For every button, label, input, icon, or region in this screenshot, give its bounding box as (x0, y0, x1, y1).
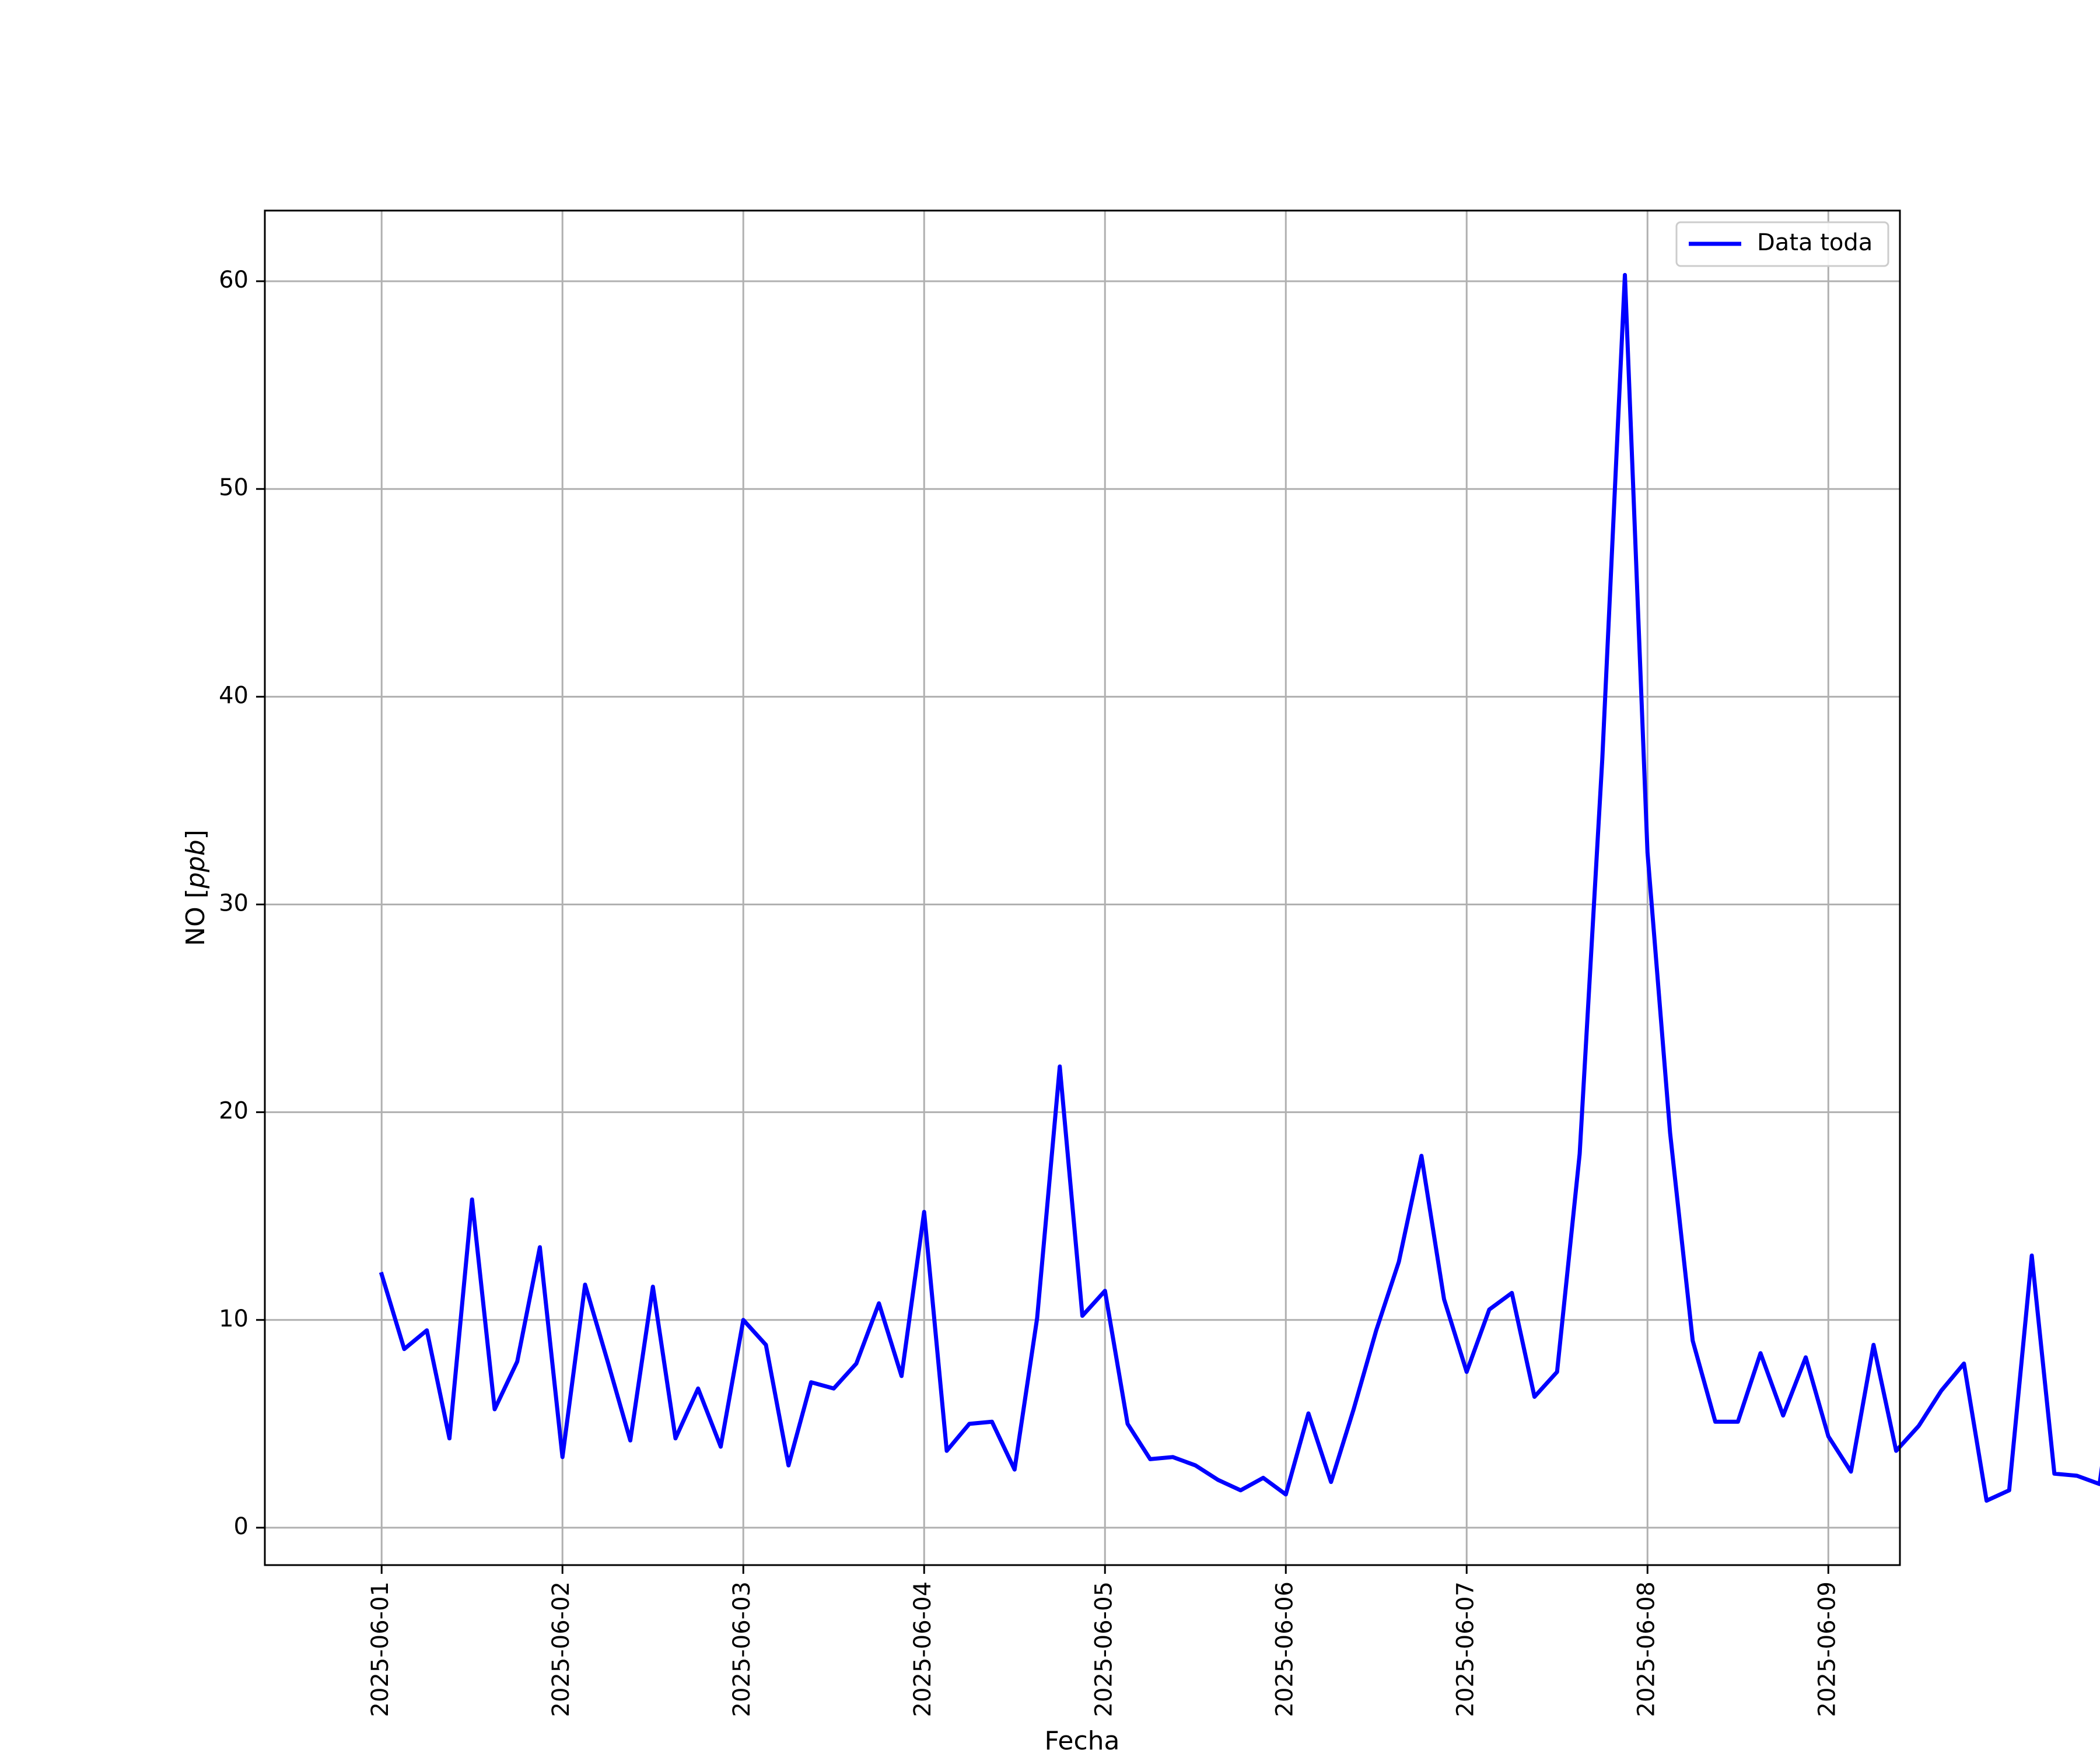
x-tick-label: 2025-06-02 (548, 1581, 575, 1717)
x-tick-label: 2025-06-05 (1090, 1581, 1117, 1717)
y-axis-label-close: ] (181, 830, 211, 839)
y-tick-label: 10 (219, 1306, 249, 1332)
y-axis-ticks: 0 10 20 30 40 50 60 (219, 267, 265, 1540)
x-axis-label: Fecha (1044, 1726, 1119, 1750)
y-tick-label: 50 (219, 474, 249, 501)
x-tick-label: 2025-06-07 (1452, 1581, 1479, 1717)
x-tick-label: 2025-06-06 (1271, 1581, 1298, 1717)
grid-lines (265, 211, 1900, 1565)
y-axis-label-unit: ppb (181, 839, 211, 889)
y-tick-label: 30 (219, 890, 249, 916)
y-tick-label: 20 (219, 1098, 249, 1125)
x-tick-label: 2025-06-08 (1633, 1581, 1660, 1717)
y-axis-label-main: NO [ (181, 888, 211, 946)
x-tick-label: 2025-06-04 (909, 1581, 936, 1717)
y-tick-label: 0 (234, 1513, 249, 1540)
legend-label: Data toda (1757, 229, 1873, 256)
x-tick-label: 2025-06-01 (367, 1581, 394, 1717)
y-axis-label: NO [ppb] (181, 830, 211, 946)
x-axis-ticks: 2025-06-01 2025-06-02 2025-06-03 2025-06-04… (367, 1565, 1840, 1717)
legend: Data toda (1675, 221, 1889, 267)
series-lines (379, 272, 2100, 1503)
y-tick-label: 60 (219, 267, 249, 293)
x-tick-label: 2025-06-03 (729, 1581, 755, 1717)
x-tick-label: 2025-06-09 (1814, 1581, 1840, 1717)
y-tick-label: 40 (219, 682, 249, 709)
series-line-0 (379, 272, 2100, 1503)
legend-frame (1675, 221, 1889, 267)
plot-area-frame (264, 209, 1901, 1566)
